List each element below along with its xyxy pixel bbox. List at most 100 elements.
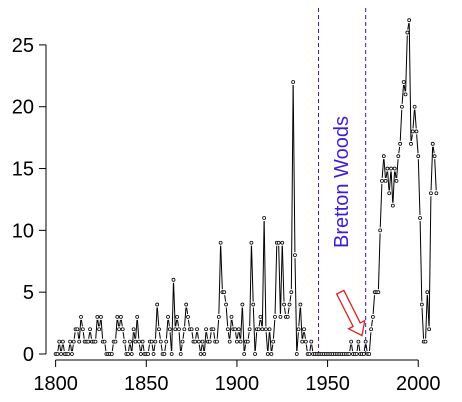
series-segment — [369, 332, 372, 352]
series-segment — [136, 319, 140, 339]
data-point — [293, 253, 297, 257]
series-segment — [428, 196, 432, 327]
data-point — [135, 315, 140, 319]
data-point — [200, 339, 205, 344]
series-segment — [88, 332, 91, 339]
data-point — [215, 339, 219, 344]
series-segment — [426, 295, 430, 327]
arrow-shape — [335, 289, 366, 337]
data-point — [296, 327, 301, 332]
series-segment — [263, 220, 267, 327]
data-point — [383, 179, 388, 183]
data-point — [182, 327, 187, 332]
data-point — [264, 327, 268, 332]
data-point — [298, 302, 303, 307]
data-point — [180, 339, 185, 344]
data-point — [380, 179, 384, 183]
series-segment — [124, 344, 127, 352]
data-point — [242, 352, 247, 356]
data-point — [177, 327, 181, 332]
series-segment — [235, 332, 237, 339]
data-point — [71, 339, 76, 344]
series-segment — [265, 332, 269, 352]
data-point — [118, 315, 123, 319]
series-segment — [128, 344, 131, 352]
series-segment — [296, 332, 299, 352]
arrow — [335, 289, 366, 337]
series-segment — [432, 146, 435, 154]
series-segment — [403, 84, 406, 92]
data-point — [137, 339, 141, 344]
data-point — [193, 339, 198, 344]
data-point — [60, 339, 65, 344]
data-point — [354, 352, 359, 356]
series-segment — [140, 344, 143, 352]
series-segment — [271, 344, 274, 352]
series-segment — [68, 344, 71, 352]
series-segment — [260, 319, 263, 327]
series-segment — [385, 171, 388, 179]
series-segment — [236, 332, 239, 339]
series-segment — [419, 220, 423, 302]
data-point — [278, 315, 283, 319]
data-point — [414, 129, 419, 134]
data-point — [392, 166, 397, 171]
series-segment — [238, 332, 241, 339]
data-point — [93, 339, 98, 344]
data-point — [155, 302, 160, 307]
data-point — [356, 339, 361, 344]
series-segment — [405, 35, 408, 92]
data-point — [347, 352, 352, 356]
series-segment — [351, 344, 354, 352]
series-segment — [430, 146, 434, 191]
series-segment — [117, 319, 120, 327]
data-point — [117, 327, 121, 332]
series-segment — [358, 344, 361, 352]
series-segment — [57, 344, 60, 352]
data-point — [240, 302, 245, 307]
data-point — [294, 352, 299, 356]
data-point — [400, 104, 404, 109]
data-point — [381, 154, 386, 159]
data-point — [405, 30, 410, 35]
series-segment — [95, 319, 98, 339]
series-segment — [278, 245, 281, 314]
data-point — [307, 352, 312, 356]
data-point — [289, 290, 294, 295]
series-segment — [200, 344, 203, 352]
data-point — [396, 154, 401, 159]
x-tick-label: 1800 — [33, 373, 78, 395]
data-point — [216, 315, 221, 319]
series-segment — [173, 282, 176, 327]
data-point — [178, 352, 183, 356]
data-point — [225, 327, 230, 332]
y-tick-label: 10 — [12, 220, 34, 242]
data-point — [133, 339, 138, 344]
data-point — [162, 352, 167, 356]
data-point — [131, 327, 136, 332]
series-segment — [287, 307, 290, 315]
data-point — [227, 339, 232, 344]
data-point — [75, 327, 80, 332]
data-point — [423, 339, 428, 344]
data-point — [271, 339, 276, 344]
series-segment — [414, 109, 417, 129]
series-segment — [416, 134, 419, 154]
data-point — [169, 352, 174, 356]
data-point — [430, 141, 435, 146]
series-segment — [280, 245, 283, 314]
data-point — [367, 352, 372, 356]
series-segment — [220, 245, 223, 290]
reference-lines — [318, 8, 367, 354]
data-point — [173, 327, 178, 332]
series-segment — [120, 319, 123, 327]
data-point — [376, 290, 381, 295]
series-segment — [410, 134, 413, 141]
series-segment — [396, 159, 399, 178]
data-point — [267, 327, 272, 332]
series-segment — [218, 245, 222, 314]
y-tick-label: 5 — [23, 282, 34, 304]
data-point — [416, 154, 421, 159]
series-segment — [241, 307, 245, 352]
